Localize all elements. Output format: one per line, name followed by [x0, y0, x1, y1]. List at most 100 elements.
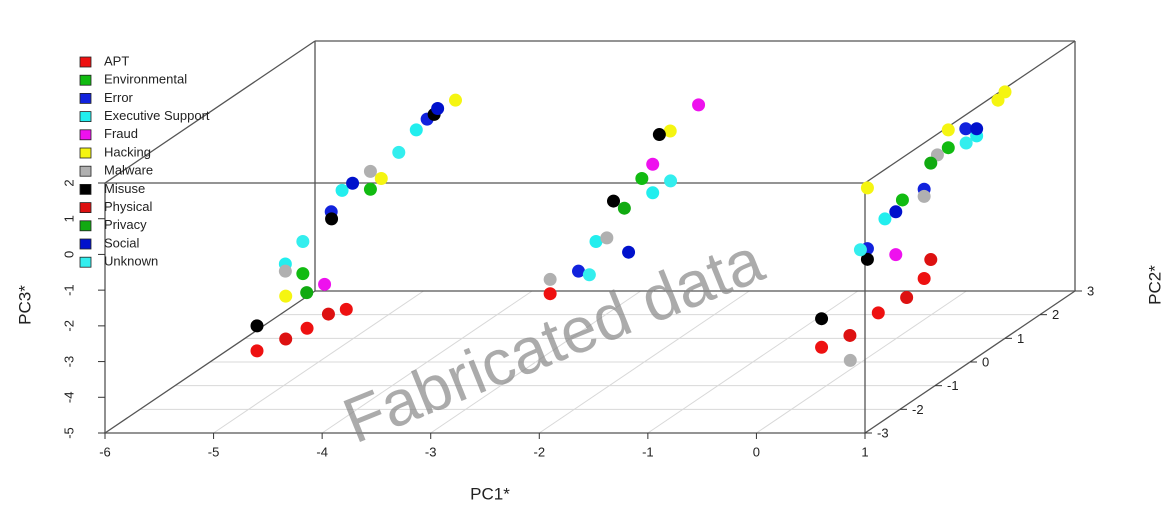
- z-tick-label: -5: [61, 427, 76, 439]
- z-tick-label: -3: [61, 356, 76, 368]
- point: [617, 201, 631, 215]
- legend-swatch: [79, 147, 92, 159]
- point: [843, 328, 857, 342]
- box-edge: [864, 40, 1076, 184]
- legend-label: Physical: [104, 199, 153, 214]
- point: [941, 141, 955, 155]
- y-tick-label: -2: [912, 402, 924, 417]
- grid-line: [321, 290, 533, 434]
- point: [646, 186, 660, 200]
- point: [335, 183, 349, 197]
- point: [607, 194, 620, 208]
- point: [300, 321, 314, 335]
- point: [321, 307, 335, 321]
- point: [279, 332, 293, 346]
- point: [296, 234, 310, 248]
- point: [959, 136, 973, 150]
- point: [622, 245, 636, 259]
- box-edge: [104, 290, 316, 434]
- point: [889, 248, 903, 262]
- point: [900, 291, 914, 304]
- point: [339, 302, 353, 316]
- x-axis-label: PC1*: [470, 484, 510, 503]
- point: [409, 123, 423, 137]
- x-tick-label: 1: [861, 444, 868, 459]
- legend-swatch: [79, 165, 92, 177]
- legend-swatch: [79, 56, 92, 68]
- point: [941, 123, 955, 137]
- z-tick-label: 1: [61, 215, 76, 222]
- point: [543, 287, 557, 301]
- grid-line: [539, 290, 750, 434]
- legend-swatch: [79, 183, 92, 195]
- point: [860, 181, 874, 195]
- point: [392, 145, 406, 159]
- point: [652, 128, 666, 142]
- grid-line: [430, 290, 641, 434]
- point: [692, 98, 706, 112]
- point: [543, 272, 557, 286]
- legend-swatch: [79, 111, 92, 122]
- point: [635, 172, 649, 186]
- y-tick-label: -3: [877, 425, 889, 440]
- y-tick-label: 3: [1087, 283, 1094, 298]
- grid-line: [213, 290, 424, 434]
- z-axis-label: PC3*: [15, 285, 34, 325]
- legend-label: APT: [104, 53, 129, 68]
- z-tick-label: 2: [61, 179, 76, 186]
- point: [250, 319, 264, 333]
- point: [860, 252, 874, 266]
- legend-swatch: [79, 129, 92, 141]
- point: [815, 312, 829, 326]
- point: [843, 353, 857, 367]
- y-axis-label: PC2*: [1145, 265, 1164, 305]
- point: [917, 189, 931, 203]
- point: [664, 174, 678, 188]
- point: [924, 253, 938, 267]
- y-tick-label: 0: [982, 354, 989, 369]
- legend-label: Error: [104, 90, 134, 105]
- point: [924, 156, 938, 170]
- point: [998, 85, 1012, 99]
- z-tick-label: 0: [61, 251, 76, 258]
- point: [346, 176, 360, 190]
- watermark: Fabricated data: [333, 223, 773, 457]
- point: [300, 286, 314, 300]
- point: [449, 93, 462, 107]
- point: [853, 243, 867, 257]
- y-tick-label: 1: [1017, 331, 1024, 346]
- z-tick-label: -4: [61, 392, 76, 404]
- point: [663, 124, 677, 138]
- x-tick-label: -6: [99, 444, 111, 459]
- legend-swatch: [79, 238, 92, 250]
- point: [878, 212, 892, 226]
- point: [871, 306, 885, 320]
- x-tick-label: -2: [534, 444, 546, 459]
- legend-swatch: [79, 202, 92, 214]
- point: [970, 122, 984, 136]
- point: [363, 164, 377, 178]
- legend-label: Malware: [104, 163, 153, 178]
- legend-label: Unknown: [104, 254, 158, 269]
- legend-swatch: [79, 256, 92, 268]
- point: [895, 193, 909, 207]
- point: [318, 277, 332, 291]
- grid-line: [756, 290, 967, 434]
- legend-label: Privacy: [104, 217, 147, 232]
- legend-label: Social: [104, 235, 140, 250]
- point: [582, 268, 596, 282]
- legend-label: Environmental: [104, 72, 187, 87]
- x-tick-label: -5: [208, 444, 220, 459]
- point: [278, 264, 292, 278]
- point: [279, 289, 293, 303]
- x-tick-label: -4: [316, 444, 328, 459]
- point: [431, 101, 445, 115]
- point: [572, 264, 585, 278]
- point: [959, 122, 973, 136]
- point: [815, 340, 829, 354]
- box-edge: [104, 40, 316, 184]
- x-tick-label: 0: [753, 444, 760, 459]
- y-tick-label: -1: [947, 378, 959, 393]
- point: [889, 205, 903, 219]
- z-tick-label: -1: [61, 284, 76, 296]
